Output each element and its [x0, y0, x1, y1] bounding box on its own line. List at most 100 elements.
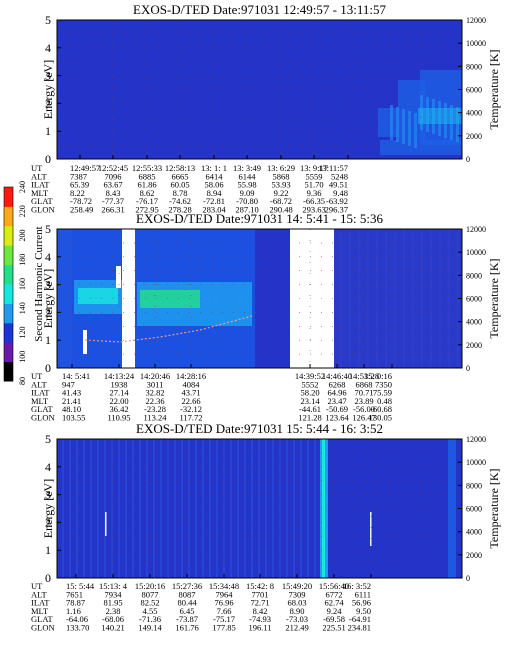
flux-streak: [421, 229, 423, 368]
info-row-label: ILAT: [31, 598, 50, 608]
flux-streak: [448, 439, 456, 578]
info-cell: 15:34:48: [209, 581, 239, 591]
info-cell: -78.72: [70, 196, 92, 206]
info-cell: 27.14: [109, 388, 129, 398]
y-tick-label: 0: [45, 152, 51, 166]
y-axis-label: Energy [eV]: [41, 269, 55, 328]
info-cell: 5868: [273, 171, 290, 181]
info-cell: 22.66: [181, 396, 200, 406]
flux-region: [380, 140, 462, 155]
flux-streak: [408, 111, 411, 146]
info-cell: 56.96: [352, 598, 371, 608]
info-cell: 6144: [239, 171, 257, 181]
colorbar-segment: [4, 245, 13, 266]
colorbar-tick-label: 220: [18, 205, 27, 217]
panel-1: EXOS-D/TED Date:971031 12:49:57 - 13:11:…: [31, 2, 501, 215]
info-cell: 140.21: [101, 623, 124, 633]
flux-streak: [358, 229, 360, 368]
info-cell: 5552: [302, 379, 319, 389]
ion-band-core: [78, 288, 118, 304]
colorbar-tick-label: 140: [18, 302, 27, 314]
info-row-label: GLON: [31, 623, 55, 633]
y-tick-label: 4: [45, 460, 51, 474]
info-cell: 287.10: [235, 205, 258, 215]
flux-streak: [394, 229, 396, 368]
info-cell: 15:27:36: [172, 581, 202, 591]
info-cell: 4.55: [143, 606, 158, 616]
flux-streak: [237, 439, 239, 578]
info-cell: 23.47: [327, 396, 346, 406]
info-cell: -75.17: [213, 614, 235, 624]
colorbar-tick-label: 100: [18, 351, 27, 363]
info-row-label: MLT: [31, 606, 49, 616]
panel-title: EXOS-D/TED Date:971031 15: 5:44 - 16: 3:…: [136, 421, 383, 436]
y2-tick-label: 6000: [466, 505, 482, 514]
y-axis-label: Energy [eV]: [41, 479, 55, 538]
colorbar-label: Second Harmonic Current: [33, 226, 45, 341]
flux-region: [378, 108, 400, 137]
y2-tick-label: 2000: [466, 341, 482, 350]
info-row-label: MLT: [31, 396, 49, 406]
info-cell: 13: 1: 1: [201, 163, 227, 173]
colorbar-segment: [4, 187, 13, 207]
info-cell: 121.28: [298, 413, 321, 423]
info-cell: 9.48: [333, 188, 348, 198]
info-cell: -64.06: [66, 614, 88, 624]
panel-title: EXOS-D/TED Date:971031 14: 5:41 - 15: 5:…: [136, 211, 383, 226]
y-tick-label: 5: [45, 13, 51, 27]
colorbar-tick-label: 160: [18, 278, 27, 290]
flux-streak: [412, 229, 414, 368]
info-cell: 6268: [329, 379, 346, 389]
ion-band-core: [140, 290, 200, 308]
y-tick-label: 4: [45, 41, 51, 55]
info-row-label: ALT: [31, 379, 48, 389]
info-cell: 130.05: [369, 413, 392, 423]
info-cell: 15:20:16: [135, 581, 165, 591]
info-cell: -56.00: [353, 404, 375, 414]
flux-streak: [314, 439, 316, 578]
colorbar: 80 100 120 140 160 180 200 220 240 Second Harmoni…: [3, 181, 45, 385]
info-cell: -73.03: [286, 614, 308, 624]
y2-tick-label: 0: [466, 155, 470, 164]
y2-tick-label: 10000: [466, 248, 486, 257]
info-cell: 6111: [355, 589, 371, 599]
info-cell: 81.95: [103, 598, 122, 608]
flux-streak: [439, 229, 441, 368]
info-cell: 293.63: [302, 205, 325, 215]
flux-streak: [349, 229, 351, 368]
panel-title: EXOS-D/TED Date:971031 12:49:57 - 13:11:…: [133, 2, 386, 17]
info-cell: -66.35: [303, 196, 325, 206]
info-row-label: UT: [31, 581, 43, 591]
info-cell: 8087: [179, 589, 196, 599]
info-cell: 65.39: [70, 180, 89, 190]
flux-streak: [216, 439, 218, 578]
info-cell: 49.51: [329, 180, 348, 190]
y2-tick-label: 6000: [466, 86, 482, 95]
info-cell: 13: 9:17: [300, 163, 328, 173]
flux-core: [418, 108, 462, 124]
y-tick-label: 2: [45, 515, 51, 529]
info-cell: 63.67: [103, 180, 122, 190]
info-cell: 14:46:40: [322, 371, 352, 381]
y2-tick-label: 6000: [466, 295, 482, 304]
flux-streak: [340, 229, 342, 368]
y2-tick-label: 8000: [466, 271, 482, 280]
y2-tick-label: 4000: [466, 318, 482, 327]
flux-streak: [272, 439, 274, 578]
info-cell: 13:11:57: [318, 163, 348, 173]
info-cell: 78.87: [66, 598, 85, 608]
y2-tick-label: 2000: [466, 551, 482, 560]
info-cell: 5559: [306, 171, 323, 181]
info-cell: 15:13: 4: [99, 581, 128, 591]
info-cell: 48.10: [62, 404, 81, 414]
info-row-label: GLAT: [31, 196, 54, 206]
info-cell: 41.43: [62, 388, 81, 398]
info-cell: 64.96: [327, 388, 346, 398]
info-cell: 43.71: [181, 388, 200, 398]
saturation-marker: [83, 330, 87, 354]
info-cell: 12:58:13: [165, 163, 195, 173]
saturation-marker: [370, 512, 372, 546]
colorbar-segment: [4, 303, 13, 324]
flux-spike-core: [322, 439, 325, 578]
flux-streak: [385, 229, 387, 368]
